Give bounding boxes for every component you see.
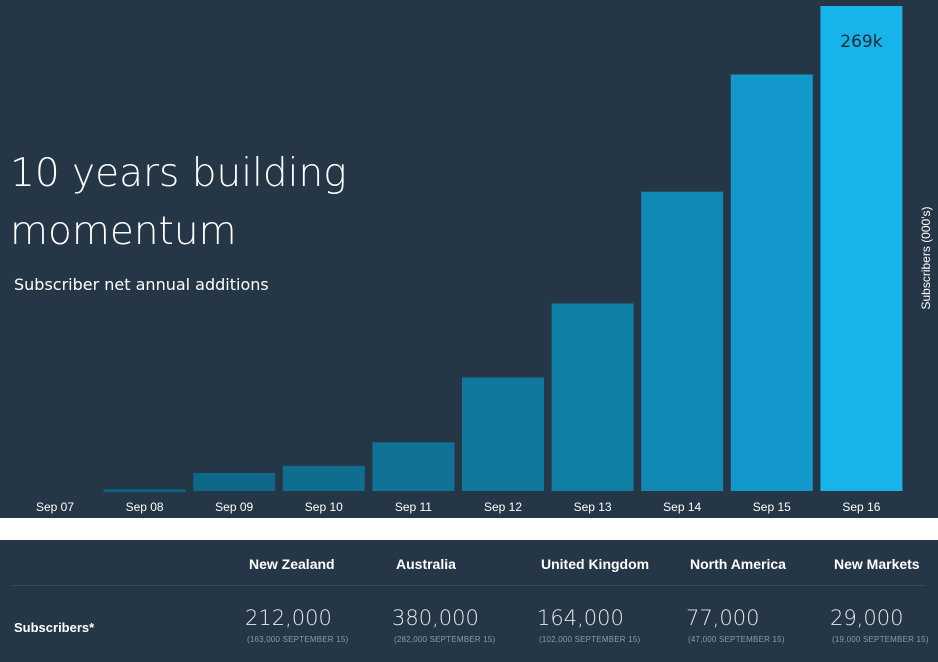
x-tick-sep-10: Sep 10 [305,500,343,514]
data-label-sep-16: 269k [840,32,882,52]
chart-title: 10 years building momentum [10,151,347,254]
y-axis-label: Subscribers (000's) [919,206,933,310]
bar-sep-16 [820,6,903,491]
x-tick-sep-12: Sep 12 [484,500,522,514]
value-united-kingdom: 164,000 [537,606,624,630]
bar-sep-11 [372,442,455,491]
note-new-markets: (19,000 SEPTEMBER 15) [832,635,929,644]
row-header-subscribers: Subscribers* [14,620,95,635]
x-tick-sep-08: Sep 08 [126,500,164,514]
col-header-united-kingdom: United Kingdom [541,556,650,572]
note-australia: (282,000 SEPTEMBER 15) [394,635,496,644]
x-tick-sep-11: Sep 11 [395,500,432,514]
value-new-zealand: 212,000 [245,606,332,630]
x-tick-sep-13: Sep 13 [574,500,612,514]
bar-sep-08 [103,489,186,493]
x-tick-sep-14: Sep 14 [663,500,701,514]
note-united-kingdom: (102,000 SEPTEMBER 15) [539,635,641,644]
value-new-markets: 29,000 [830,606,904,630]
value-australia: 380,000 [392,606,479,630]
chart-subtitle: Subscriber net annual additions [14,275,269,294]
bar-sep-10 [282,465,365,491]
bar-chart: Sep 07 Sep 08 Sep 09 Sep 10 Sep 11 Sep 12 Sep … [36,6,903,514]
note-new-zealand: (163,000 SEPTEMBER 15) [247,635,349,644]
bar-sep-15 [730,74,813,491]
value-north-america: 77,000 [686,606,760,630]
subscriber-table: New Zealand Australia United Kingdom Nor… [0,540,938,662]
x-tick-sep-09: Sep 09 [215,500,253,514]
x-tick-sep-16: Sep 16 [842,500,880,514]
col-header-north-america: North America [690,556,786,572]
bar-sep-13 [551,303,634,491]
bar-sep-12 [462,377,544,491]
x-tick-sep-15: Sep 15 [753,500,791,514]
chart-panel: Sep 07 Sep 08 Sep 09 Sep 10 Sep 11 Sep 12 Sep … [0,0,938,518]
bar-sep-09 [193,473,276,491]
note-north-america: (47,000 SEPTEMBER 15) [688,635,785,644]
x-tick-sep-07: Sep 07 [36,500,74,514]
table-divider [12,585,926,586]
bar-sep-14 [641,191,724,491]
col-header-australia: Australia [396,556,456,572]
col-header-new-markets: New Markets [834,556,920,572]
col-header-new-zealand: New Zealand [249,556,335,572]
